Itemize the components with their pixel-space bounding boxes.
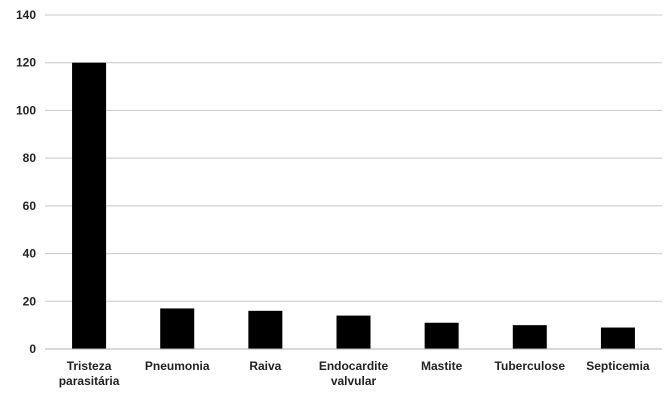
y-axis-tick-labels: 0 20 40 60 80 100 120 140 bbox=[16, 8, 36, 356]
x-category-label: Tuberculose bbox=[495, 359, 566, 373]
y-tick-label: 20 bbox=[23, 294, 37, 308]
bars bbox=[72, 62, 635, 349]
x-category-label: Pneumonia bbox=[145, 359, 210, 373]
bar bbox=[72, 62, 107, 349]
x-category-label: Mastite bbox=[421, 359, 463, 373]
bar bbox=[248, 310, 283, 349]
x-category-label: Tristeza parasitária bbox=[59, 359, 120, 388]
bar bbox=[512, 325, 547, 349]
y-tick-label: 60 bbox=[23, 199, 37, 213]
bar bbox=[424, 322, 459, 349]
x-category-label: Septicemia bbox=[586, 359, 650, 373]
x-axis-category-labels: Tristeza parasitária Pneumonia Raiva Endocar… bbox=[59, 359, 650, 388]
bar bbox=[160, 308, 195, 349]
x-category-label: Raiva bbox=[249, 359, 281, 373]
bar bbox=[336, 315, 371, 349]
y-tick-label: 120 bbox=[16, 56, 36, 70]
y-tick-label: 140 bbox=[16, 8, 36, 22]
y-tick-label: 40 bbox=[23, 247, 37, 261]
y-tick-label: 0 bbox=[29, 342, 36, 356]
x-category-label: Endocardite valvular bbox=[319, 359, 389, 388]
gridlines bbox=[45, 14, 662, 302]
bar bbox=[600, 327, 635, 349]
y-tick-label: 100 bbox=[16, 103, 36, 117]
y-tick-label: 80 bbox=[23, 151, 37, 165]
